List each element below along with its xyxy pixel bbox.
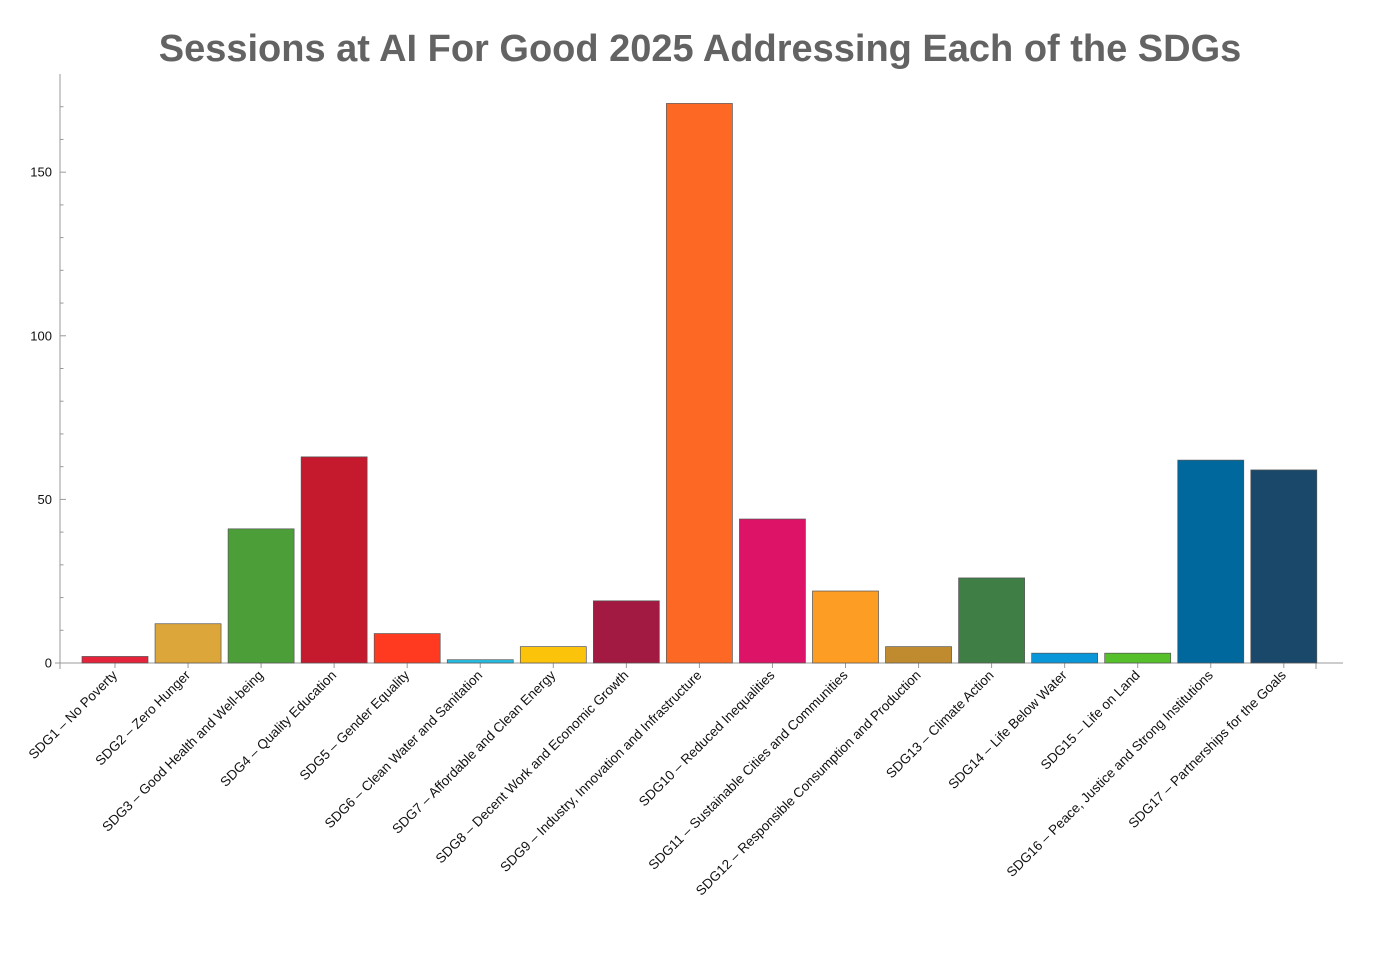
x-tick-label: SDG6 – Clean Water and Sanitation [322, 668, 486, 832]
bar [1250, 469, 1318, 664]
y-tick-label: 100 [30, 328, 52, 343]
x-tick-label: SDG3 – Good Health and Well-being [99, 668, 266, 835]
bar [446, 659, 514, 664]
bar [958, 577, 1025, 664]
bar [739, 518, 806, 664]
bar [300, 456, 368, 664]
bar [373, 633, 441, 664]
y-tick-label: 150 [30, 165, 52, 180]
bar [1104, 652, 1172, 664]
bar [81, 656, 149, 664]
bar [1031, 652, 1099, 664]
x-tick-label: SDG4 – Quality Education [217, 668, 339, 790]
bar [812, 590, 879, 664]
x-tick-label: SDG10 – Reduced Inequalities [636, 667, 778, 809]
chart-title: Sessions at AI For Good 2025 Addressing … [158, 28, 1242, 70]
bar [1177, 459, 1245, 664]
bar [592, 600, 660, 664]
bar [227, 528, 295, 664]
bar [885, 646, 952, 664]
bar [666, 103, 733, 664]
bars [81, 103, 1318, 664]
y-tick-label: 50 [38, 492, 52, 507]
y-tick-label: 0 [45, 656, 52, 671]
x-tick-label: SDG14 – Life Below Water [945, 667, 1070, 792]
x-tick-label: SDG17 – Partnerships for the Goals [1126, 667, 1290, 831]
bar [519, 646, 587, 664]
x-tick-label: SDG7 – Affordable and Clean Energy [389, 667, 558, 836]
bar [154, 623, 222, 664]
